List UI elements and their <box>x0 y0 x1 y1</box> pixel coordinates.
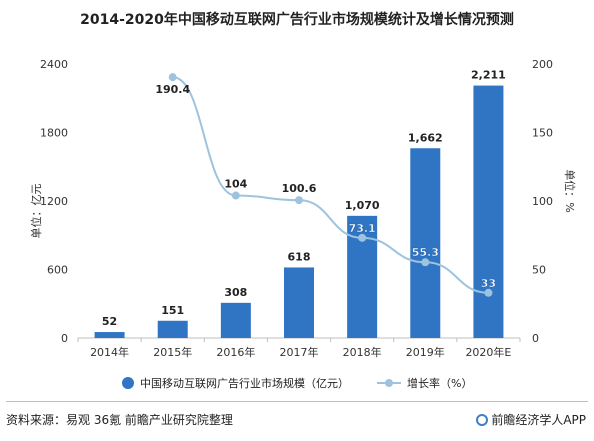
growth-value-label: 55.3 <box>412 246 439 259</box>
y-right-tick-label: 150 <box>532 127 553 140</box>
brand-label: 前瞻经济学人APP <box>476 411 586 428</box>
legend-bar-label: 中国移动互联网广告行业市场规模（亿元） <box>140 376 349 390</box>
x-tick-label: 2014年 <box>90 345 129 359</box>
brand-logo-icon <box>476 414 489 426</box>
legend-bar-marker <box>122 377 134 389</box>
source-note: 资料来源：易观 36氪 前瞻产业研究院整理 <box>6 413 233 427</box>
chart-title: 2014-2020年中国移动互联网广告行业市场规模统计及增长情况预测 <box>80 12 514 28</box>
bar <box>410 148 441 338</box>
y-left-tick-label: 0 <box>61 332 68 345</box>
growth-value-label: 73.1 <box>349 222 376 235</box>
brand-text: 前瞻经济学人APP <box>491 413 586 427</box>
bar <box>94 332 125 338</box>
x-tick-label: 2020年E <box>465 345 511 359</box>
growth-point <box>421 258 430 267</box>
bar-value-label: 308 <box>224 286 247 299</box>
x-tick-label: 2015年 <box>153 345 192 359</box>
growth-value-label: 190.4 <box>155 83 190 96</box>
bar-value-label: 2,211 <box>471 69 506 82</box>
y-left-axis-title: 单位：亿元 <box>29 184 43 239</box>
growth-point <box>358 233 367 242</box>
footer-divider <box>6 401 588 402</box>
y-left-tick-label: 600 <box>47 264 68 277</box>
y-right-tick-label: 0 <box>532 332 539 345</box>
bar <box>220 302 251 338</box>
bar <box>473 85 504 338</box>
x-tick-label: 2017年 <box>280 345 319 359</box>
legend-line-label: 增长率（%） <box>407 376 472 390</box>
bar <box>157 320 188 338</box>
bar-value-label: 151 <box>161 304 184 317</box>
legend-line-dot <box>385 379 393 387</box>
y-left-tick-label: 1800 <box>40 127 68 140</box>
bar-value-label: 1,070 <box>345 199 380 212</box>
x-tick-label: 2019年 <box>406 345 445 359</box>
growth-point <box>231 191 240 200</box>
growth-value-label: 100.6 <box>282 182 317 195</box>
bar-value-label: 1,662 <box>408 131 443 144</box>
growth-value-label: 104 <box>224 178 247 191</box>
growth-value-label: 33 <box>481 277 496 290</box>
bar-value-label: 52 <box>102 315 117 328</box>
growth-point <box>484 288 493 297</box>
y-right-tick-label: 50 <box>532 264 546 277</box>
y-left-tick-label: 1200 <box>40 195 68 208</box>
chart-svg: 0 600 1200 1800 2400 0 50 100 150 200 单位：亿元 单位：% 201… <box>29 58 577 390</box>
y-right-tick-label: 100 <box>532 195 553 208</box>
y-left-tick-label: 2400 <box>40 58 68 71</box>
growth-point <box>168 73 177 82</box>
y-right-axis-title: 单位：% <box>563 169 577 212</box>
y-right-tick-label: 200 <box>532 58 553 71</box>
growth-line <box>172 76 489 294</box>
x-tick-label: 2018年 <box>343 345 382 359</box>
bar-value-label: 618 <box>288 250 311 263</box>
x-tick-label: 2016年 <box>216 345 255 359</box>
bar <box>284 267 314 338</box>
growth-point <box>295 196 303 205</box>
